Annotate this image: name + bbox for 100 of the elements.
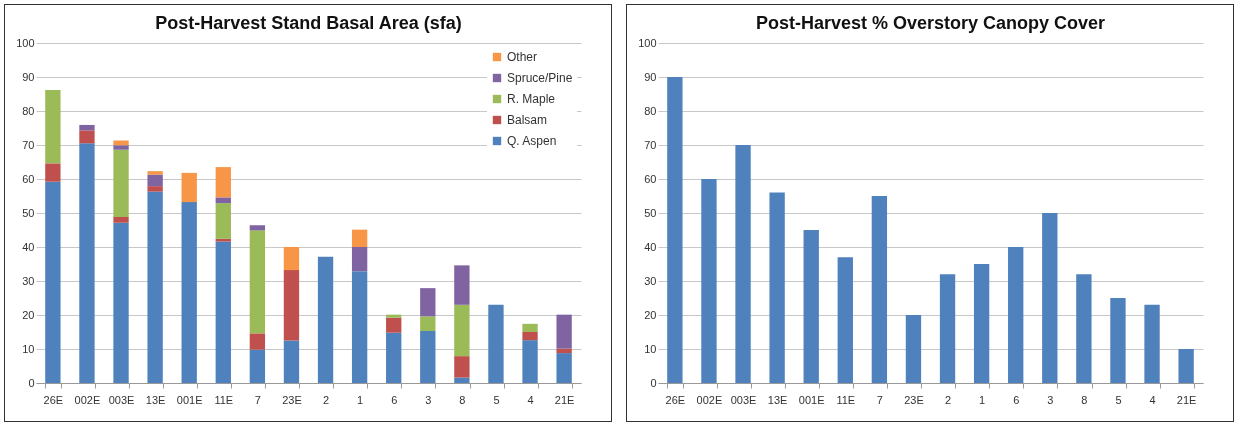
x-tick-label: 6 (1013, 393, 1020, 406)
chart-title: Post-Harvest % Overstory Canopy Cover (755, 13, 1106, 33)
legend-label: Balsam (507, 113, 548, 127)
bar (113, 222, 129, 383)
x-tick-label: 003E (730, 393, 757, 406)
x-tick-label: 3 (425, 393, 432, 406)
bar (556, 348, 572, 354)
bar (769, 192, 785, 383)
bar (522, 332, 538, 341)
x-tick-label: 5 (1115, 393, 1122, 406)
x-tick-label: 3 (1047, 393, 1054, 406)
bar (147, 171, 163, 175)
y-tick-label: 80 (22, 104, 35, 117)
bar (249, 333, 266, 350)
y-tick-label: 80 (644, 104, 657, 117)
bar (454, 304, 470, 357)
y-tick-label: 30 (22, 274, 35, 287)
x-tick-label: 13E (767, 393, 788, 406)
bar (215, 197, 231, 204)
legend-label: R. Maple (507, 92, 556, 106)
legend-label: Q. Aspen (507, 134, 557, 148)
bar (283, 340, 300, 383)
y-tick-label: 100 (638, 36, 657, 49)
bar (113, 217, 129, 223)
bar (283, 270, 300, 341)
bar (79, 130, 95, 144)
bar (113, 145, 129, 150)
x-tick-label: 001E (798, 393, 825, 406)
bar (454, 265, 470, 305)
bar (556, 314, 572, 349)
x-tick-label: 8 (1081, 393, 1088, 406)
x-tick-label: 11E (214, 393, 234, 406)
bar (351, 271, 368, 383)
legend-label: Spruce/Pine (507, 71, 573, 85)
y-tick-label: 20 (644, 308, 657, 321)
y-tick-label: 90 (22, 70, 35, 83)
x-tick-label: 8 (459, 393, 466, 406)
bar (386, 314, 402, 318)
x-tick-label: 13E (145, 393, 166, 406)
bar (905, 315, 922, 383)
y-tick-label: 70 (644, 138, 657, 151)
bar (79, 143, 95, 383)
bar (79, 124, 95, 131)
y-tick-label: 50 (22, 206, 35, 219)
bar (215, 203, 231, 239)
bar (420, 288, 436, 317)
y-tick-label: 70 (22, 138, 35, 151)
x-tick-label: 4 (527, 393, 534, 406)
bar (386, 317, 402, 333)
x-tick-label: 21E (1176, 393, 1197, 406)
x-tick-label: 11E (836, 393, 856, 406)
x-tick-label: 26E (665, 393, 686, 406)
x-tick-label: 4 (1149, 393, 1156, 406)
bar (1144, 304, 1160, 383)
x-tick-label: 23E (904, 393, 924, 406)
bar (351, 229, 368, 247)
bar (522, 323, 538, 332)
bar (45, 181, 61, 383)
bar (735, 145, 751, 383)
y-tick-label: 100 (16, 36, 35, 49)
y-tick-label: 30 (644, 274, 657, 287)
bar (1008, 247, 1024, 383)
y-tick-label: 10 (644, 342, 657, 355)
bar (181, 202, 197, 383)
bar (215, 167, 231, 198)
bar (522, 340, 538, 383)
bar (113, 149, 129, 218)
bar (147, 191, 163, 383)
bar (386, 332, 402, 383)
bar (45, 163, 61, 182)
bar (803, 230, 819, 383)
y-tick-label: 60 (22, 172, 35, 185)
bar (420, 316, 436, 331)
bar (454, 356, 470, 378)
chart-title: Post-Harvest Stand Basal Area (sfa) (155, 13, 462, 33)
bar (147, 174, 163, 187)
bar (283, 247, 300, 271)
bar (249, 225, 266, 231)
bar (45, 89, 61, 164)
bar (420, 330, 436, 383)
x-tick-label: 003E (108, 393, 135, 406)
bar (215, 238, 231, 242)
y-tick-label: 0 (650, 376, 657, 389)
bar (1178, 349, 1194, 383)
bar (871, 196, 888, 383)
x-tick-label: 2 (944, 393, 952, 406)
y-tick-label: 40 (22, 240, 35, 253)
bar (454, 377, 470, 383)
x-tick-label: 1 (979, 393, 986, 406)
bar (147, 186, 163, 192)
x-tick-label: 23E (282, 393, 302, 406)
y-tick-label: 90 (644, 70, 657, 83)
bar (667, 77, 683, 383)
x-tick-label: 002E (74, 393, 101, 406)
x-tick-label: 2 (322, 393, 330, 406)
x-tick-label: 7 (254, 393, 261, 406)
bar (556, 353, 572, 383)
bar (249, 349, 266, 383)
bar (973, 264, 990, 383)
bar (215, 241, 231, 383)
